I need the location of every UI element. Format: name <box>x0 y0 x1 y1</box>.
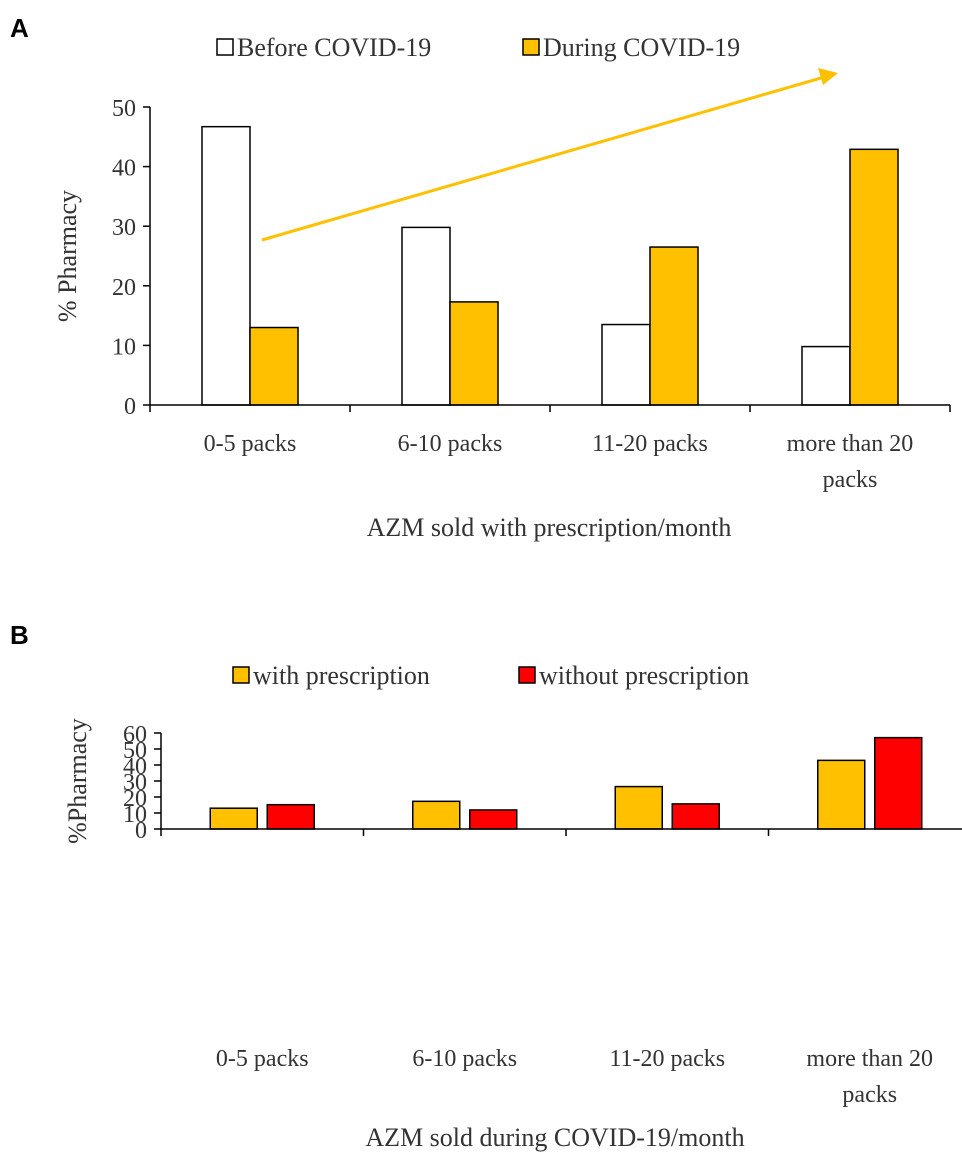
legend-swatch <box>216 38 234 56</box>
y-tick-label: 60 <box>123 722 147 748</box>
panel-a: A Before COVID-19 During COVID-19 0 10 20 30… <box>10 13 951 542</box>
legend-label: Before COVID-19 <box>237 33 431 62</box>
bar-series-1 <box>801 345 851 406</box>
panel-a-ylabel: % Pharmacy <box>53 190 82 322</box>
trend-arrow <box>261 74 829 242</box>
x-category-label: 6-10 packs <box>412 1046 517 1072</box>
y-tick-label: 40 <box>123 754 147 780</box>
panel-b-legend: with prescription without prescription <box>232 661 749 690</box>
y-tick-label: 20 <box>112 275 136 301</box>
legend-label: During COVID-19 <box>543 33 740 62</box>
x-category-label: more than 20 packs <box>787 431 914 493</box>
bar-series-2 <box>449 301 499 406</box>
legend-swatch <box>518 666 536 684</box>
x-category-label: 0-5 packs <box>216 1046 309 1072</box>
y-tick-label: 10 <box>123 802 147 828</box>
bar-series-2 <box>249 326 299 406</box>
bar-series-1 <box>201 125 251 406</box>
bar-series-1 <box>401 226 451 406</box>
bar-series-2 <box>469 809 518 830</box>
legend-swatch <box>232 666 250 684</box>
bar-series-2 <box>849 148 899 406</box>
panel-b: B with prescription without prescription … <box>10 620 962 1152</box>
y-tick-label: 0 <box>135 818 147 844</box>
x-category-label: more than 20 packs <box>806 1046 933 1108</box>
trend-arrowhead <box>818 68 838 85</box>
y-tick-label: 0 <box>124 394 136 420</box>
x-category-label: 0-5 packs <box>204 431 297 457</box>
y-tick-label: 50 <box>112 96 136 122</box>
bar-series-1 <box>412 800 461 830</box>
panel-a-legend: Before COVID-19 During COVID-19 <box>216 33 740 62</box>
bar-series-1 <box>817 759 866 830</box>
y-tick-label: 10 <box>112 334 136 360</box>
bar-series-2 <box>671 803 720 830</box>
panel-a-bars <box>201 125 899 406</box>
bar-series-1 <box>601 323 651 406</box>
panel-b-ylabel: %Pharmacy <box>63 718 92 844</box>
legend-label: with prescription <box>253 661 430 690</box>
panel-b-xlabel: AZM sold during COVID-19/month <box>365 1123 744 1152</box>
panel-b-letter: B <box>10 620 29 650</box>
bar-series-2 <box>874 736 923 830</box>
y-tick-label: 30 <box>123 770 147 796</box>
panel-a-xlabel: AZM sold with prescription/month <box>367 513 732 542</box>
panel-b-bars <box>209 736 923 830</box>
x-category-label: 11-20 packs <box>609 1046 725 1072</box>
y-tick-label: 20 <box>123 786 147 812</box>
panel-a-axes: 0 10 20 30 40 50 0-5 packs 6-10 packs 11-20 pack… <box>112 96 951 493</box>
bar-series-2 <box>649 246 699 406</box>
panel-a-letter: A <box>10 13 29 43</box>
y-tick-label: 50 <box>123 738 147 764</box>
legend-swatch <box>522 38 540 56</box>
x-category-label: 11-20 packs <box>592 431 708 457</box>
y-tick-label: 30 <box>112 215 136 241</box>
legend-label: without prescription <box>539 661 749 690</box>
y-tick-label: 40 <box>112 156 136 182</box>
bar-series-1 <box>209 807 258 830</box>
bar-series-2 <box>266 803 315 830</box>
bar-series-1 <box>614 785 663 830</box>
x-category-label: 6-10 packs <box>398 431 503 457</box>
